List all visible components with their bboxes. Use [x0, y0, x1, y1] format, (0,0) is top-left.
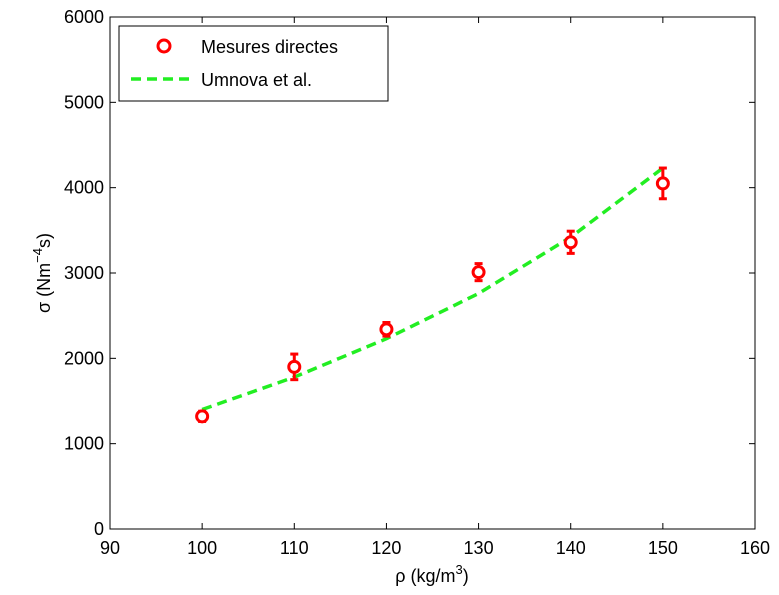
y-axis-label: σ (Nm−4s) [30, 233, 54, 313]
measurement-marker [655, 176, 670, 191]
y-tick-label: 0 [94, 519, 104, 539]
y-tick-label: 4000 [64, 178, 104, 198]
measurement-marker [471, 265, 486, 280]
legend-label-measurements: Mesures directes [201, 37, 338, 57]
x-axis-label-sup: 3 [456, 562, 463, 577]
y-axis-label-base: σ (Nm [34, 263, 54, 313]
y-tick-label: 1000 [64, 434, 104, 454]
measurement-point [195, 409, 210, 424]
x-tick-label: 110 [280, 538, 309, 558]
y-axis: 0 1000 2000 3000 4000 5000 6000 [64, 7, 755, 539]
legend: Mesures directes Umnova et al. [118, 25, 389, 102]
x-tick-label: 160 [740, 538, 770, 558]
umnova-dashed-line [201, 166, 664, 412]
measurement-markers [195, 166, 670, 424]
x-axis-label-end: ) [463, 566, 469, 586]
x-tick-label: 120 [371, 538, 401, 558]
legend-marker-measurements [156, 38, 172, 54]
x-tick-label: 100 [187, 538, 217, 558]
measurement-point [379, 320, 394, 338]
measurement-marker [287, 359, 302, 374]
x-tick-label: 90 [100, 538, 120, 558]
y-axis-label-end: s) [34, 233, 54, 248]
legend-label-umnova: Umnova et al. [201, 70, 312, 90]
y-tick-label: 3000 [64, 263, 104, 283]
x-axis: 90 100 110 120 130 140 150 160 [100, 17, 770, 558]
x-tick-label: 140 [556, 538, 586, 558]
y-axis-label-sup: −4 [30, 248, 45, 263]
measurement-point [471, 262, 486, 283]
x-tick-label: 130 [464, 538, 494, 558]
x-axis-label: ρ (kg/m3) [395, 562, 468, 586]
measurement-marker [195, 409, 210, 424]
y-tick-label: 2000 [64, 348, 104, 368]
plot-area [109, 16, 756, 530]
x-axis-label-base: ρ (kg/m [395, 566, 455, 586]
measurement-marker [379, 322, 394, 337]
measurement-point [563, 229, 578, 255]
umnova-line-group [201, 166, 664, 412]
measurement-point [655, 166, 670, 201]
legend-box [118, 25, 389, 102]
x-tick-label: 150 [648, 538, 678, 558]
measurement-marker [563, 235, 578, 250]
measurement-point [287, 352, 302, 382]
y-tick-label: 6000 [64, 7, 104, 27]
y-tick-label: 5000 [64, 92, 104, 112]
